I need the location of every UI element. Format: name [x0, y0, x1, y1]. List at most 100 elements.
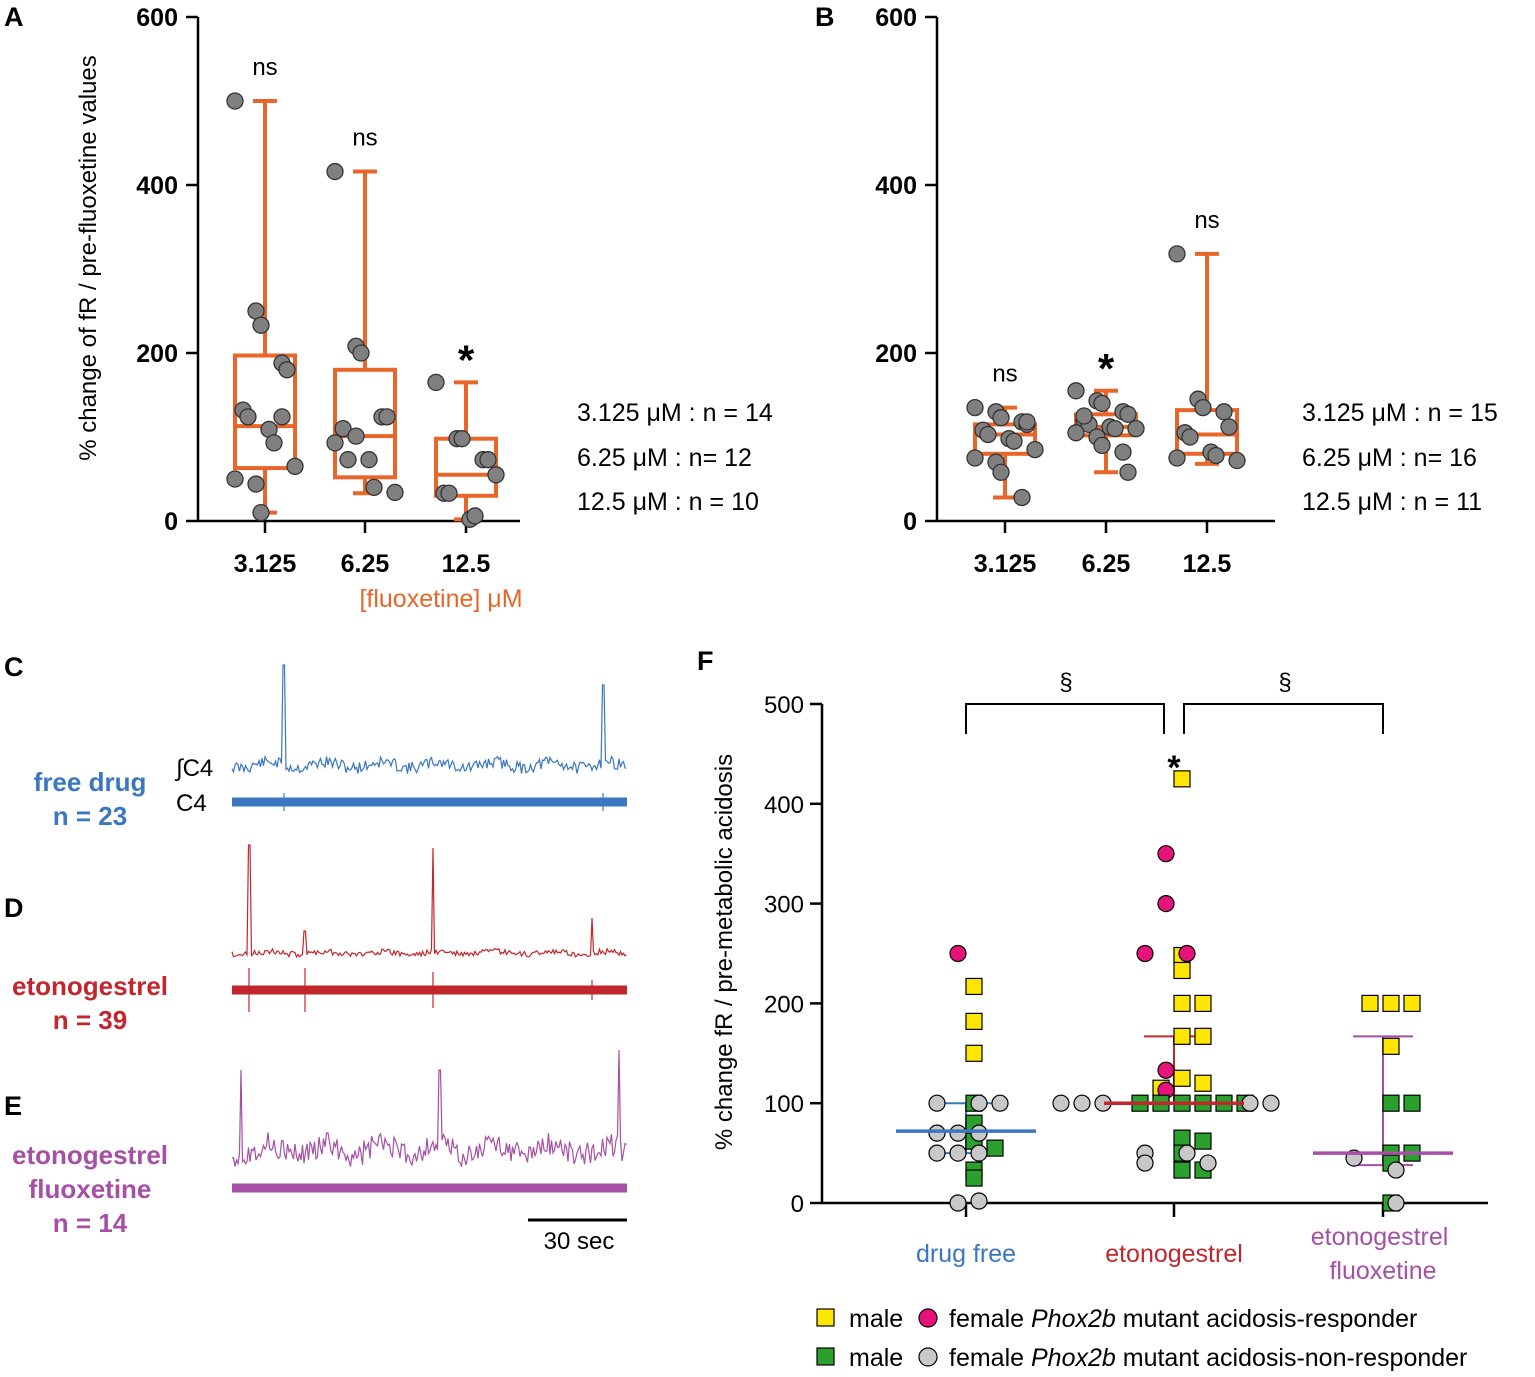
- B-data-point: [1228, 451, 1246, 470]
- F-point-male-non-responder: [986, 1139, 1004, 1157]
- B-y-tick-label: 0: [903, 508, 917, 536]
- panel-a: A % change of fR / pre-fluoxetine values…: [4, 2, 773, 613]
- B-data-point: [1013, 488, 1031, 507]
- panel-letter-c: C: [4, 652, 24, 682]
- panel-f-category-eto-fluox-line1: etonogestrel: [1311, 1223, 1449, 1251]
- panel-f-category-etonogestrel: etonogestrel: [1105, 1240, 1243, 1268]
- F-point-male-non-responder: [1173, 1161, 1191, 1179]
- legend-gene-2: Phox2b: [1031, 1344, 1116, 1372]
- trace-eto-fluox-integrated: [231, 1049, 627, 1168]
- F-point-male-responder: [1173, 1069, 1191, 1087]
- F-point-female-non-responder: [1178, 1144, 1196, 1162]
- B-data-point: [1181, 428, 1199, 446]
- F-point-female-responder: [1178, 944, 1196, 963]
- B-data-point: [1119, 405, 1137, 423]
- legend-green-square: [816, 1347, 835, 1366]
- F-point-female-non-responder: [970, 1144, 988, 1162]
- legend-rest-1: mutant acidosis-responder: [1123, 1305, 1418, 1333]
- A-data-point: [440, 484, 458, 502]
- trace-panels: C D E ∫C4 C4 free drug n = 23 etonogestr…: [4, 652, 627, 1255]
- legend-male-2: male: [849, 1344, 903, 1372]
- A-data-point: [386, 483, 404, 502]
- A-data-point: [466, 507, 484, 525]
- trace-n-etonogestrel: n = 39: [53, 1005, 127, 1035]
- A-data-point: [360, 451, 378, 469]
- F-point-male-non-responder: [1403, 1094, 1421, 1112]
- F-point-female-non-responder: [970, 1124, 988, 1142]
- F-point-female-non-responder: [949, 1144, 967, 1162]
- trace-label-free-drug: free drug: [34, 767, 147, 797]
- F-point-male-responder: [1382, 1037, 1400, 1055]
- panel-f: F % change fR / pre-metabolic acidosis 0…: [697, 646, 1488, 1372]
- F-point-male-responder: [1173, 961, 1191, 980]
- F-point-female-non-responder: [1387, 1194, 1405, 1212]
- B-data-point: [1207, 446, 1225, 465]
- legend-yellow-square: [816, 1308, 835, 1327]
- A-data-point: [427, 373, 445, 392]
- bracket-right: [1183, 703, 1384, 734]
- F-point-male-responder: [1194, 1027, 1212, 1045]
- B-data-point: [1067, 424, 1085, 442]
- A-box: [333, 367, 397, 480]
- panel-a-n-label-3: 12.5 μM : n = 10: [577, 488, 759, 516]
- panel-letter-e: E: [4, 1091, 22, 1121]
- panel-f-category-drug-free: drug free: [916, 1240, 1016, 1268]
- F-point-female-responder: [1157, 1061, 1175, 1079]
- legend-male-1: male: [849, 1305, 903, 1333]
- B-data-point: [1026, 440, 1044, 459]
- A-data-point: [265, 434, 283, 452]
- B-data-point: [1168, 245, 1186, 263]
- A-significance-ns: ns: [252, 54, 277, 81]
- F-point-female-responder: [1157, 845, 1175, 863]
- A-y-tick-label: 400: [136, 172, 178, 200]
- panel-f-significance-star: *: [1167, 749, 1181, 787]
- raw-c4-label: C4: [176, 790, 207, 817]
- legend-row1-text: female Phox2b mutant acidosis-responder: [949, 1305, 1417, 1333]
- B-data-point: [1093, 436, 1111, 455]
- F-point-female-non-responder: [949, 1194, 967, 1212]
- legend-female-1: female: [949, 1305, 1024, 1333]
- trace-n-free-drug: n = 23: [53, 801, 127, 831]
- legend-grey-circle: [918, 1347, 938, 1367]
- panel-a-n-label-1: 3.125 μM : n = 14: [577, 399, 773, 427]
- trace-label-eto-fluox-1: etonogestrel: [12, 1140, 168, 1170]
- A-data-point: [252, 503, 270, 522]
- B-significance-ns: ns: [992, 361, 1017, 388]
- B-data-point: [1093, 394, 1111, 413]
- A-significance-ns: ns: [352, 125, 377, 152]
- A-data-point: [273, 408, 291, 426]
- A-data-point: [247, 302, 265, 320]
- F-point-female-non-responder: [949, 1124, 967, 1142]
- A-y-tick-label: 600: [136, 4, 178, 32]
- B-significance-ns: ns: [1194, 207, 1219, 234]
- A-data-point: [479, 451, 497, 469]
- F-point-female-non-responder: [1052, 1094, 1070, 1112]
- F-point-male-responder: [965, 977, 983, 996]
- bracket-left-symbol: §: [1059, 669, 1072, 696]
- trace-label-etonogestrel: etonogestrel: [12, 971, 168, 1001]
- F-point-female-non-responder: [1387, 1161, 1405, 1179]
- panel-letter-b: B: [815, 2, 835, 32]
- F-point-male-responder: [1173, 1027, 1191, 1045]
- F-point-female-non-responder: [1199, 1154, 1217, 1172]
- trace-label-eto-fluox-2: fluoxetine: [29, 1174, 152, 1204]
- F-point-female-non-responder: [1262, 1094, 1280, 1112]
- F-point-male-responder: [1173, 994, 1191, 1013]
- legend-magenta-circle: [918, 1308, 938, 1328]
- B-data-point: [1194, 398, 1212, 417]
- panel-letter-a: A: [4, 2, 24, 32]
- A-data-point: [352, 344, 370, 362]
- bracket-left: [965, 703, 1165, 734]
- trace-free-drug-integrated: [231, 664, 627, 774]
- panel-a-n-label-2: 6.25 μM : n= 12: [577, 444, 752, 472]
- B-x-tick-label: 6.25: [1082, 550, 1131, 578]
- trace-eto-fluox-raw: [232, 1183, 627, 1193]
- A-data-point: [286, 457, 304, 476]
- trace-etonogestrel-raw: [232, 985, 627, 995]
- F-y-tick-label: 400: [764, 792, 804, 819]
- F-y-tick-label: 500: [764, 692, 804, 719]
- B-data-point: [992, 463, 1010, 481]
- F-point-female-non-responder: [1241, 1094, 1259, 1112]
- legend-row2-text: female Phox2b mutant acidosis-non-respon…: [949, 1344, 1467, 1372]
- panel-a-x-axis-label: [fluoxetine] μM: [359, 585, 522, 613]
